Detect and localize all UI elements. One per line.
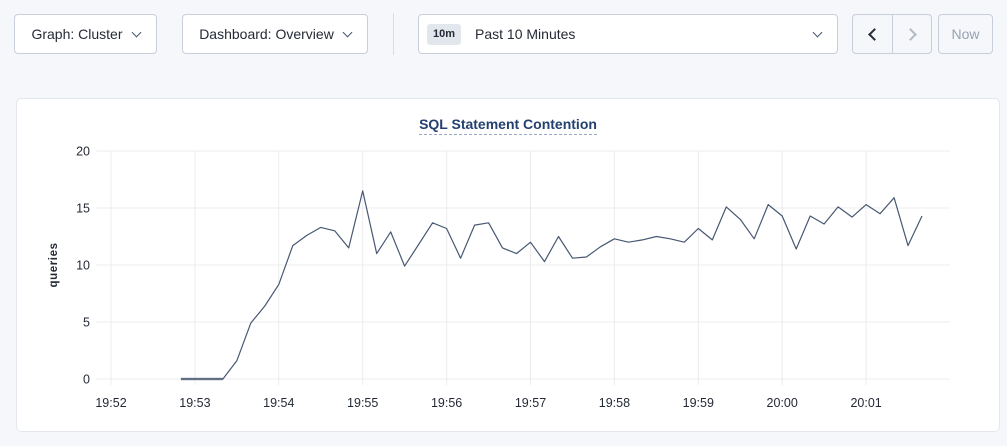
chevron-down-icon <box>131 27 141 37</box>
svg-text:19:59: 19:59 <box>683 396 714 410</box>
toolbar-divider <box>393 13 394 55</box>
time-window-label: Past 10 Minutes <box>475 26 576 42</box>
svg-text:19:57: 19:57 <box>515 396 546 410</box>
chevron-left-icon <box>868 27 881 41</box>
svg-text:10: 10 <box>76 258 90 272</box>
svg-text:0: 0 <box>83 372 90 386</box>
svg-text:15: 15 <box>76 201 90 215</box>
line-chart: 0 5 10 15 20 19:52 19:53 19:54 19:55 19:56 19:57 19… <box>48 144 950 410</box>
dashboard-dropdown-label: Dashboard: Overview <box>199 26 334 42</box>
svg-text:20:00: 20:00 <box>767 396 798 410</box>
chevron-down-icon <box>812 27 823 37</box>
svg-text:queries: queries <box>48 242 60 287</box>
time-range-dropdown[interactable]: 10m Past 10 Minutes <box>418 14 838 54</box>
toolbar: Graph: Cluster Dashboard: Overview 10m P… <box>14 13 993 55</box>
svg-text:19:54: 19:54 <box>263 396 294 410</box>
chevron-down-icon <box>342 27 353 37</box>
svg-text:5: 5 <box>83 315 90 329</box>
svg-text:20:01: 20:01 <box>850 396 881 410</box>
now-button[interactable]: Now <box>938 14 993 54</box>
graph-dropdown[interactable]: Graph: Cluster <box>14 14 157 54</box>
svg-text:19:53: 19:53 <box>179 396 210 410</box>
time-shift-button-group <box>852 14 932 54</box>
svg-text:19:58: 19:58 <box>599 396 630 410</box>
chart-title[interactable]: SQL Statement Contention <box>419 116 597 135</box>
svg-text:19:52: 19:52 <box>95 396 126 410</box>
time-window-badge: 10m <box>427 23 462 45</box>
time-back-button[interactable] <box>853 15 892 53</box>
svg-text:19:56: 19:56 <box>431 396 462 410</box>
time-forward-button[interactable] <box>892 15 931 53</box>
graph-dropdown-label: Graph: Cluster <box>31 26 123 42</box>
dashboard-dropdown[interactable]: Dashboard: Overview <box>182 14 368 54</box>
chart-panel: SQL Statement Contention 0 5 10 15 20 19:52 19… <box>16 98 1000 432</box>
svg-text:20: 20 <box>76 144 90 158</box>
chevron-right-icon <box>903 27 917 41</box>
svg-text:19:55: 19:55 <box>347 396 378 410</box>
